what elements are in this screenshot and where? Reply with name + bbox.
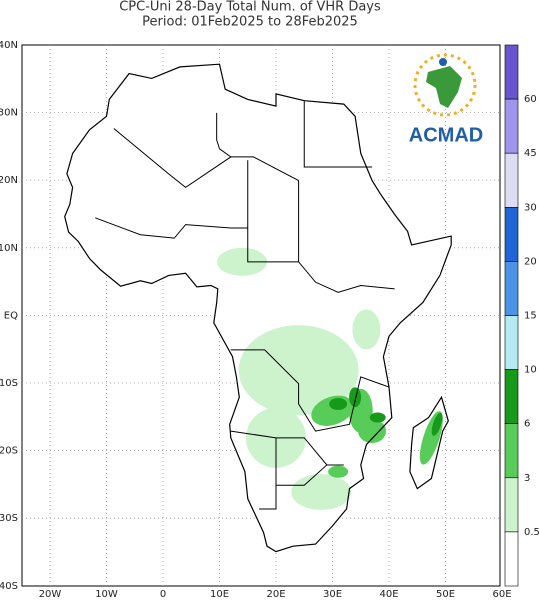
logo-sun (413, 53, 477, 117)
lat-label: 20N (0, 175, 18, 186)
colorbar-segment (504, 44, 519, 100)
colorbar-label: 10 (524, 365, 537, 376)
colorbar-segment (504, 315, 519, 370)
lat-label: 10N (0, 243, 18, 254)
logo: ACMAD (409, 53, 483, 146)
border (303, 100, 373, 168)
colorbar-segment (504, 423, 519, 479)
title: CPC-Uni 28-Day Total Num. of VHR Days (119, 0, 381, 15)
lat-label: 40N (0, 40, 18, 51)
lon-label: 50E (436, 589, 455, 600)
vhr-area (328, 465, 349, 478)
colorbar-label: 30 (524, 202, 537, 213)
vhr-area (329, 398, 348, 411)
border (259, 485, 277, 510)
africa-coast (64, 63, 452, 553)
colorbar: 60 45 30 20 15 10 6 3 0.5 (504, 44, 540, 587)
colorbar-label: 0.5 (524, 527, 540, 538)
lon-label: 10E (210, 589, 229, 600)
lat-label: 20S (0, 446, 18, 457)
lat-label: 40S (0, 581, 18, 592)
lon-label: 20W (39, 589, 62, 600)
border (95, 217, 248, 239)
vhr-area (369, 412, 386, 423)
colorbar-label: 60 (524, 94, 537, 105)
colorbar-label: 15 (524, 311, 537, 322)
lon-label: 30E (323, 589, 342, 600)
lat-label: 30N (0, 108, 18, 119)
border (275, 437, 328, 486)
logo-drop (439, 58, 447, 66)
border (230, 430, 344, 466)
subtitle: Period: 01Feb2025 to 28Feb2025 (142, 15, 358, 30)
vhr-area (352, 309, 381, 350)
lon-label: 60E (492, 589, 511, 600)
border (216, 112, 232, 158)
vhr-area (349, 387, 362, 408)
colorbar-segment (504, 369, 519, 425)
lon-label: 40E (379, 589, 398, 600)
colorbar-segment (504, 152, 519, 208)
lon-label: 10W (95, 589, 118, 600)
border (247, 160, 395, 293)
border (113, 128, 300, 262)
axis-labels: 40N 30N 20N 10N EQ 10S 20S 30S 40S 20W 10W 0 10E 20E 3… (0, 40, 512, 600)
colorbar-label: 45 (524, 148, 537, 159)
colorbar-segment (504, 98, 519, 154)
lon-label: 0 (160, 589, 166, 600)
border (230, 349, 390, 432)
colorbar-segment (504, 477, 519, 533)
vhr-area (291, 474, 352, 511)
vhr-area (238, 325, 359, 416)
colorbar-segment (504, 207, 519, 262)
lat-label: 10S (0, 378, 18, 389)
lat-label: 30S (0, 513, 18, 524)
land (64, 63, 452, 553)
vhr-area (431, 412, 443, 436)
logo-text: ACMAD (409, 124, 483, 146)
colorbar-label: 3 (524, 473, 530, 484)
logo-africa (426, 66, 462, 108)
lat-label: EQ (4, 310, 18, 321)
colorbar-segment (504, 531, 519, 587)
colorbar-segment (504, 261, 519, 316)
madagascar (409, 395, 449, 490)
colorbar-label: 20 (524, 256, 537, 267)
africa (64, 64, 452, 552)
lon-label: 20E (266, 589, 285, 600)
vhr-area (217, 247, 268, 276)
colorbar-label: 6 (524, 419, 530, 430)
vhr-area (358, 419, 387, 444)
